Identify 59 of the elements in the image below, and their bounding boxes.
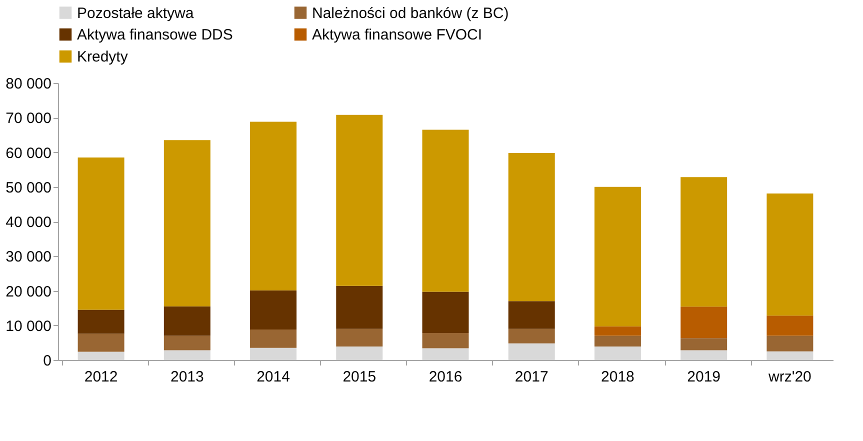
bar <box>250 348 297 360</box>
bar <box>336 114 383 286</box>
bar <box>594 336 641 346</box>
bar <box>422 348 469 360</box>
bar <box>164 140 210 306</box>
bar <box>78 157 124 310</box>
x-tick-label: 2013 <box>170 368 204 386</box>
bar <box>508 328 555 344</box>
y-tick-label: 50 000 <box>6 179 52 196</box>
bar <box>594 186 641 326</box>
legend-label: Pozostałe aktywa <box>77 4 194 22</box>
x-tick-label: 2017 <box>514 368 548 386</box>
bar <box>250 330 297 348</box>
bar <box>250 290 297 330</box>
legend-label: Aktywa finansowe DDS <box>77 26 233 44</box>
bar <box>336 328 383 346</box>
bar <box>680 177 728 307</box>
y-tick-label: 40 000 <box>6 214 52 231</box>
bar <box>422 292 469 333</box>
bar <box>336 286 383 329</box>
x-tick-label: 2018 <box>601 368 634 386</box>
bar <box>680 338 728 350</box>
bar <box>78 310 124 334</box>
bar <box>594 326 641 336</box>
legend-label: Należności od banków (z BC) <box>312 4 509 22</box>
bar <box>766 351 814 360</box>
bar <box>164 306 210 336</box>
bar <box>680 306 728 338</box>
legend-label: Aktywa finansowe FVOCI <box>312 26 482 44</box>
x-tick-label: wrz'20 <box>768 368 812 386</box>
y-tick-label: 80 000 <box>6 76 52 92</box>
bar <box>422 332 469 348</box>
bar <box>766 316 814 336</box>
bar <box>508 301 555 329</box>
y-tick-label: 30 000 <box>6 248 52 266</box>
bar <box>766 193 814 316</box>
y-tick-label: 10 000 <box>6 318 52 335</box>
y-tick-label: 70 000 <box>6 110 52 128</box>
y-tick-label: 0 <box>43 352 52 370</box>
y-tick-label: 20 000 <box>6 283 52 300</box>
x-tick-label: 2012 <box>84 368 118 386</box>
x-tick-label: 2014 <box>256 368 290 386</box>
bar <box>594 346 641 360</box>
bar <box>78 352 124 360</box>
bar <box>250 122 297 290</box>
bar <box>508 152 555 302</box>
x-tick-label: 2015 <box>342 368 376 386</box>
bar <box>78 334 124 352</box>
bar <box>164 336 210 350</box>
y-tick-label: 60 000 <box>6 144 52 162</box>
bar <box>508 343 555 360</box>
x-tick-label: 2019 <box>687 368 721 386</box>
bar <box>164 350 210 360</box>
x-tick-label: 2016 <box>428 368 462 386</box>
bar <box>766 336 814 352</box>
bar <box>336 346 383 360</box>
bar <box>422 130 469 292</box>
bar <box>680 350 728 360</box>
legend-label: Kredyty <box>77 48 128 66</box>
